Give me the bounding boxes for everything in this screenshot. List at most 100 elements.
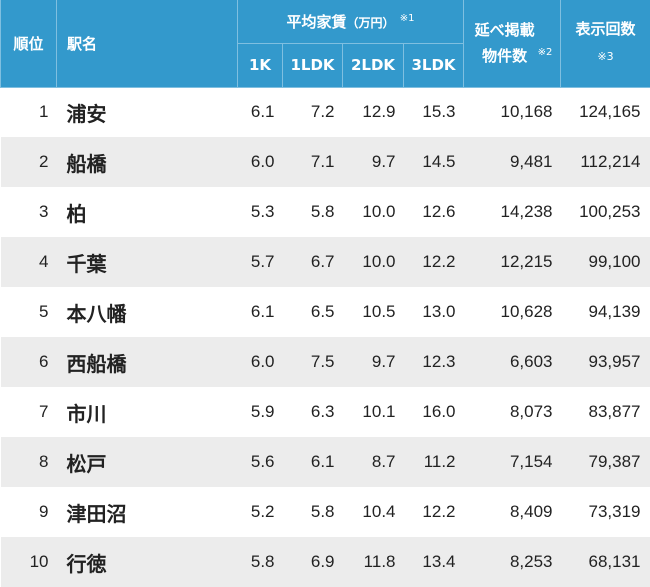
cell-name: 柏 [66, 201, 87, 226]
cell-views: 112,214 [560, 137, 650, 187]
cell-rent-3ldk: 11.2 [403, 437, 464, 487]
cell-listings: 8,409 [509, 502, 553, 521]
note-1: ※1 [399, 12, 415, 24]
cell-rent-2ldk: 10.0 [362, 202, 396, 221]
header-1ldk: 1LDK [282, 42, 343, 88]
header-avg-rent: 平均家賃（万円） ※1 [236, 0, 465, 44]
views-label: 表示回数 [575, 20, 636, 39]
header-listings: 延べ掲載物件数 ※2 [463, 0, 562, 88]
note-3: ※3 [597, 50, 614, 64]
cell-views: 124,165 [579, 102, 641, 122]
table-row: 6 西船橋 6.0 7.5 9.7 12.3 6,603 93,957 [0, 337, 650, 387]
cell-listings: 14,238 [500, 202, 553, 221]
cell-rent-1ldk: 6.1 [282, 437, 343, 487]
cell-rank: 10 [0, 537, 57, 587]
table-row: 9 津田沼 5.2 5.8 10.4 12.2 8,409 73,319 [1, 487, 650, 537]
cell-views: 94,139 [588, 302, 641, 321]
cell-rent-2ldk: 10.1 [362, 402, 396, 421]
cell-rent-1ldk: 7.5 [282, 337, 343, 387]
cell-rank: 3 [39, 202, 49, 221]
cell-rent-1ldk: 6.7 [282, 237, 343, 287]
cell-listings: 8,073 [509, 402, 553, 421]
cell-name: 本八幡 [66, 301, 127, 326]
cell-name: 船橋 [56, 137, 238, 187]
header-station: 駅名 [56, 0, 238, 88]
cell-rent-3ldk: 12.2 [403, 237, 464, 287]
table-row: 4 千葉 5.7 6.7 10.0 12.2 12,215 99,100 [0, 237, 650, 287]
cell-rent-3ldk: 12.3 [403, 337, 464, 387]
cell-rent-3ldk: 15.3 [422, 102, 456, 122]
cell-rent-3ldk: 14.5 [403, 137, 464, 187]
cell-rent-3ldk: 16.0 [422, 402, 456, 421]
cell-name: 千葉 [56, 237, 238, 287]
cell-rent-1ldk: 5.8 [310, 202, 335, 221]
header-views: 表示回数 ※3 [560, 0, 650, 88]
cell-rent-1k: 6.0 [237, 337, 283, 387]
table-row: 7 市川 5.9 6.3 10.1 16.0 8,073 83,877 [1, 387, 650, 437]
cell-views: 68,131 [560, 537, 650, 587]
cell-views: 99,100 [560, 237, 650, 287]
cell-listings: 9,481 [463, 137, 561, 187]
cell-views: 83,877 [588, 402, 641, 421]
header-3ldk: 3LDK [402, 42, 465, 88]
cell-rent-1ldk: 6.3 [310, 402, 335, 421]
cell-listings: 8,253 [463, 537, 561, 587]
cell-rent-2ldk: 9.7 [342, 337, 404, 387]
cell-name: 浦安 [66, 101, 107, 126]
note-2: ※2 [537, 47, 553, 59]
cell-rent-1k: 5.9 [250, 402, 275, 421]
table-row: 8 松戸 5.6 6.1 8.7 11.2 7,154 79,387 [0, 437, 650, 487]
table-row: 1 浦安 6.1 7.2 12.9 15.3 10,168 124,165 [1, 87, 650, 137]
table-row: 2 船橋 6.0 7.1 9.7 14.5 9,481 112,214 [0, 137, 650, 187]
cell-rank: 4 [0, 237, 57, 287]
cell-rank: 8 [0, 437, 57, 487]
cell-rank: 5 [39, 302, 49, 321]
cell-rent-2ldk: 12.9 [362, 102, 396, 122]
cell-rent-1k: 6.0 [237, 137, 283, 187]
cell-rent-1ldk: 6.9 [282, 537, 343, 587]
cell-rent-1k: 5.3 [250, 202, 275, 221]
cell-rent-2ldk: 8.7 [342, 437, 404, 487]
cell-name: 西船橋 [56, 337, 238, 387]
table-row: 3 柏 5.3 5.8 10.0 12.6 14,238 100,253 [1, 187, 650, 237]
cell-rent-1ldk: 7.2 [310, 102, 335, 122]
cell-rent-1ldk: 6.5 [310, 302, 335, 321]
header-2ldk: 2LDK [342, 42, 404, 88]
cell-rent-2ldk: 9.7 [342, 137, 404, 187]
cell-listings: 10,628 [500, 302, 553, 321]
cell-rent-3ldk: 12.6 [422, 202, 456, 221]
cell-rent-3ldk: 13.0 [422, 302, 456, 321]
unit-label: （万円） [346, 15, 395, 30]
cell-rent-2ldk: 10.4 [362, 502, 396, 521]
cell-rank: 1 [39, 102, 49, 122]
cell-rent-1k: 6.1 [250, 102, 275, 122]
cell-listings: 12,215 [463, 237, 561, 287]
cell-rent-2ldk: 10.5 [362, 302, 396, 321]
cell-rent-1ldk: 5.8 [310, 502, 335, 521]
cell-rent-1k: 5.8 [237, 537, 283, 587]
cell-rank: 7 [39, 402, 49, 421]
cell-listings: 6,603 [463, 337, 561, 387]
listings-label: 延べ掲載物件数 [474, 21, 535, 66]
cell-rent-1ldk: 7.1 [282, 137, 343, 187]
cell-rent-1k: 5.7 [237, 237, 283, 287]
cell-rent-1k: 5.2 [250, 502, 275, 521]
cell-name: 津田沼 [66, 501, 127, 526]
cell-rent-1k: 6.1 [250, 302, 275, 321]
cell-rent-2ldk: 11.8 [342, 537, 404, 587]
header-rank: 順位 [0, 0, 57, 88]
cell-rank: 6 [0, 337, 57, 387]
cell-rent-2ldk: 10.0 [342, 237, 404, 287]
cell-views: 93,957 [560, 337, 650, 387]
header-1k: 1K [237, 42, 283, 88]
cell-name: 行徳 [56, 537, 238, 587]
cell-rent-3ldk: 13.4 [403, 537, 464, 587]
cell-rank: 2 [0, 137, 57, 187]
table-row: 5 本八幡 6.1 6.5 10.5 13.0 10,628 94,139 [1, 287, 650, 337]
cell-name: 市川 [66, 401, 107, 426]
avg-rent-label: 平均家賃 [286, 12, 347, 31]
cell-views: 73,319 [588, 502, 641, 521]
cell-name: 松戸 [56, 437, 238, 487]
cell-views: 79,387 [560, 437, 650, 487]
